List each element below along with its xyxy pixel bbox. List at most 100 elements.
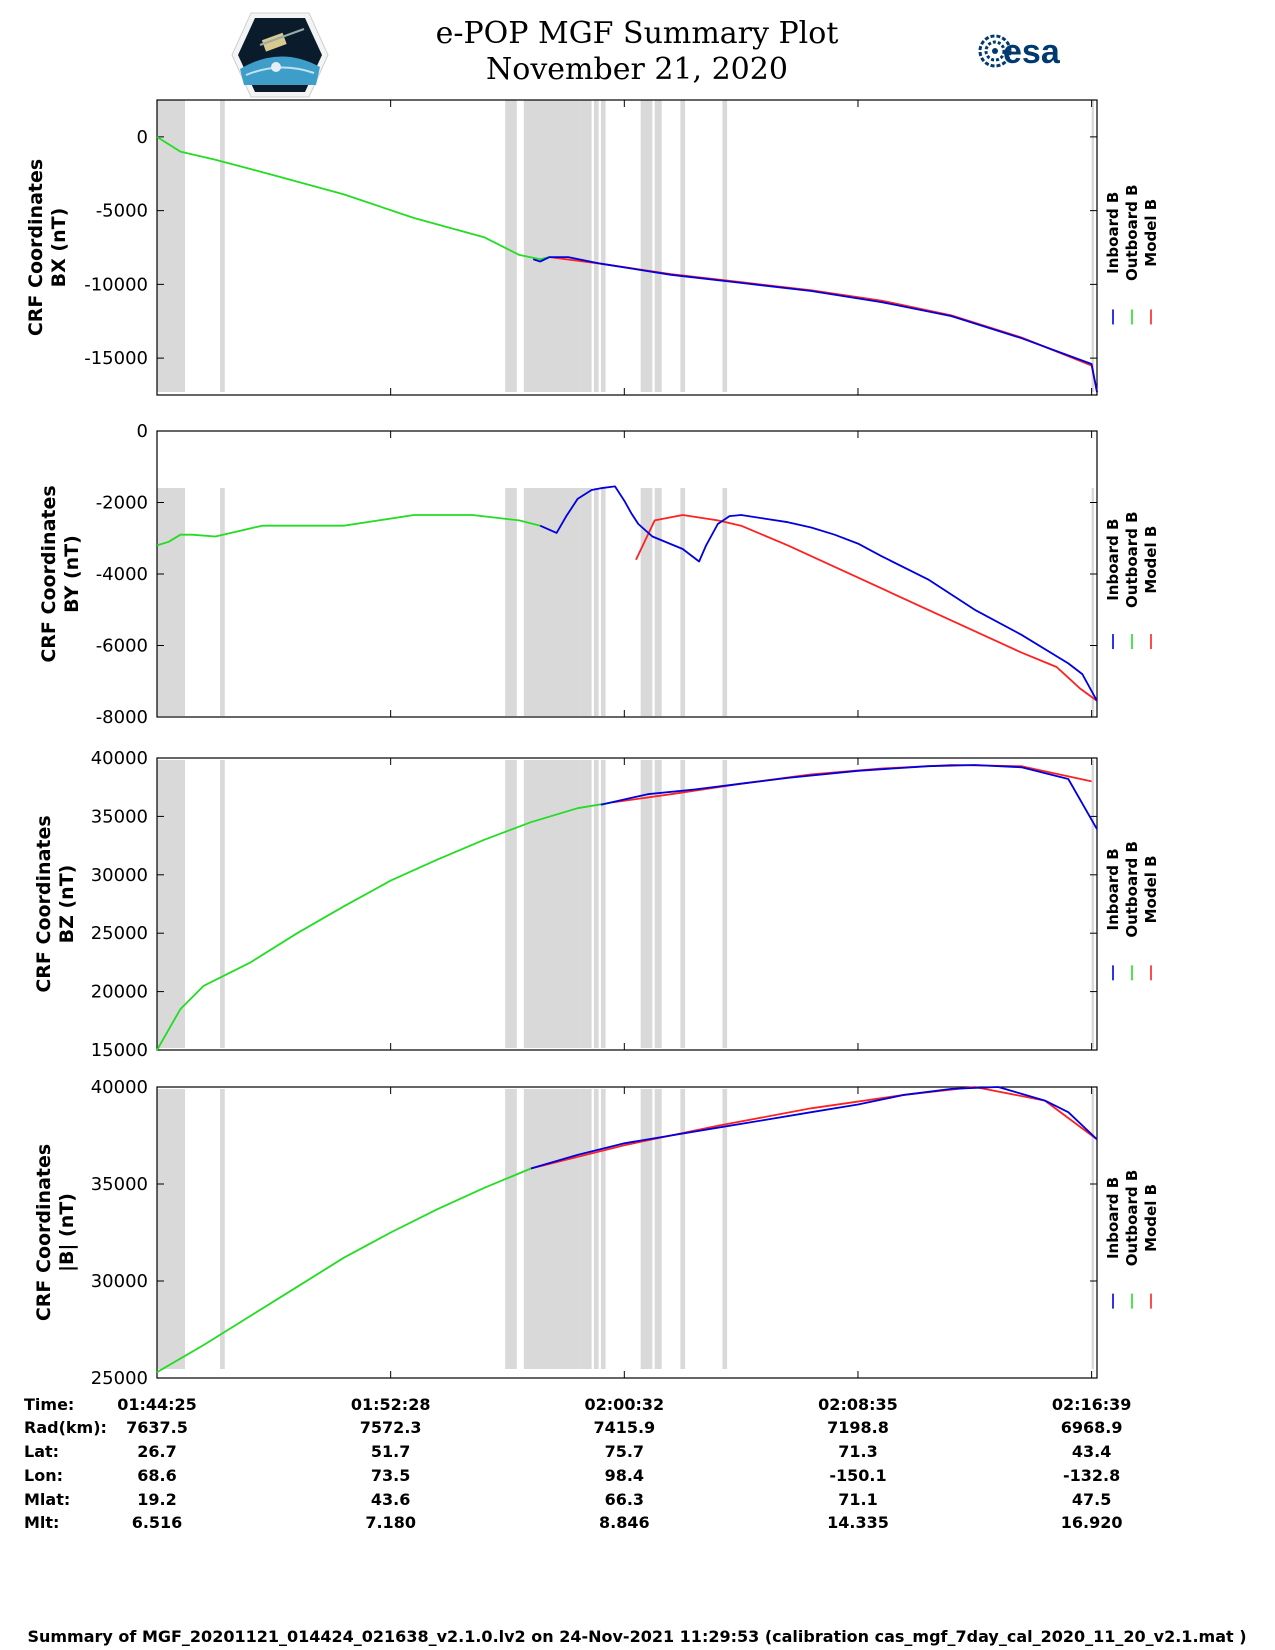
table-cell: 7415.9 [593, 1418, 655, 1437]
table-row-label: Time: [24, 1395, 74, 1414]
table-cell: 01:52:28 [351, 1395, 431, 1414]
data-gap-band [579, 100, 592, 392]
y-axis-label: |B| (nT) [56, 1193, 78, 1272]
plot-frame [156, 430, 1098, 718]
y-tick-label: -2000 [96, 493, 148, 514]
panel-2: 0 -2000 -4000 -6000 -8000 CRF Coordinates BY (… [38, 421, 1160, 728]
data-gap-band [220, 100, 225, 392]
data-gap-band [1091, 760, 1094, 1048]
data-gap-band [654, 1089, 662, 1369]
table-cell: 43.6 [371, 1490, 410, 1509]
legend-label: Outboard B [1123, 1170, 1141, 1267]
data-gap-band [523, 100, 557, 392]
data-gap-band [220, 488, 225, 716]
data-gap-band [505, 100, 517, 392]
table-cell: 01:44:25 [117, 1395, 197, 1414]
data-gap-band [505, 1089, 517, 1369]
table-cell: 66.3 [605, 1490, 644, 1509]
y-axis-label: CRF Coordinates [38, 485, 60, 662]
y-tick-label: 25000 [91, 1368, 148, 1389]
data-gap-band [600, 488, 606, 716]
y-tick-label: 40000 [91, 748, 148, 769]
series-outboard-b [156, 136, 550, 261]
table-cell: 7572.3 [360, 1418, 422, 1437]
y-tick-label: 35000 [91, 1174, 148, 1195]
legend-label: Model B [1142, 199, 1160, 267]
table-cell: 26.7 [137, 1442, 176, 1461]
series-model-b [549, 256, 1098, 393]
table-cell: 51.7 [371, 1442, 410, 1461]
table-cell: -132.8 [1063, 1466, 1120, 1485]
data-gap-band [593, 760, 599, 1048]
data-gap-band [654, 760, 662, 1048]
data-gap-band [600, 1089, 606, 1369]
data-gap-band [523, 1089, 557, 1369]
data-gap-band [220, 1089, 225, 1369]
data-gap-band [600, 100, 606, 392]
data-gap-band [680, 100, 686, 392]
series-outboard-b [156, 801, 613, 1051]
data-gap-band [505, 760, 517, 1048]
table-cell: 47.5 [1072, 1490, 1111, 1509]
data-gap-band [722, 100, 728, 392]
table-cell: 8.846 [599, 1513, 650, 1532]
table-cell: 7637.5 [126, 1418, 188, 1437]
table-row-label: Rad(km): [24, 1418, 107, 1437]
y-tick-label: -8000 [96, 707, 148, 728]
legend-label: Inboard B [1104, 1177, 1122, 1259]
legend: Inboard B Outboard B Model B [1104, 184, 1160, 325]
data-gap-band [593, 100, 599, 392]
panel-4: 40000 35000 30000 25000 CRF Coordinates |B| (… [33, 1077, 1160, 1389]
y-tick-label: 30000 [91, 865, 148, 886]
series-model-b [530, 1086, 1098, 1170]
series-outboard-b [156, 514, 541, 547]
legend-label: Inboard B [1104, 519, 1122, 601]
legend: Inboard B Outboard B Model B [1104, 1170, 1160, 1309]
data-gap-band [1091, 1089, 1094, 1369]
legend-label: Outboard B [1123, 511, 1141, 608]
data-gap-band [722, 488, 728, 716]
data-gap-band [640, 100, 653, 392]
data-gap-band [680, 760, 686, 1048]
panel-3: 40000 35000 30000 25000 20000 15000 CRF Coordi… [33, 748, 1160, 1061]
plot-date: November 21, 2020 [486, 52, 788, 87]
y-tick-label: -15000 [84, 348, 148, 369]
data-gap-band [640, 488, 653, 716]
mission-logo [231, 12, 329, 98]
y-tick-label: -10000 [84, 274, 148, 295]
y-tick-label: -6000 [96, 636, 148, 657]
data-gap-band [654, 488, 662, 716]
table-cell: 98.4 [605, 1466, 644, 1485]
data-gap-band [593, 1089, 599, 1369]
legend: Inboard B Outboard B Model B [1104, 841, 1160, 981]
table-row-label: Lat: [24, 1442, 59, 1461]
series-outboard-b [156, 1167, 532, 1373]
data-gap-band [157, 100, 186, 392]
y-tick-label: 35000 [91, 806, 148, 827]
table-cell: -150.1 [829, 1466, 886, 1485]
data-gap-band [579, 1089, 592, 1369]
data-gap-band [579, 488, 592, 716]
data-gap-band [556, 488, 580, 716]
data-gap-band [523, 760, 557, 1048]
y-tick-label: -4000 [96, 564, 148, 585]
table-row-label: Mlt: [24, 1513, 59, 1532]
series-model-b [635, 514, 1098, 702]
legend-label: Model B [1142, 1184, 1160, 1252]
series-inboard-b [530, 1086, 1098, 1170]
table-cell: 6.516 [132, 1513, 183, 1532]
table-cell: 02:16:39 [1052, 1395, 1132, 1414]
data-gap-band [600, 760, 606, 1048]
data-gap-band [1091, 100, 1094, 392]
data-gap-band [556, 760, 580, 1048]
plot-frame [156, 757, 1098, 1051]
y-axis-label: BZ (nT) [56, 865, 78, 944]
orbit-info-table: Time: Rad(km): Lat: Lon: Mlat: Mlt: 01:44:25 76… [24, 1395, 1131, 1532]
data-gap-band [593, 488, 599, 716]
table-row-label: Mlat: [24, 1490, 70, 1509]
legend-label: Inboard B [1104, 192, 1122, 274]
table-cell: 19.2 [137, 1490, 176, 1509]
series-inboard-b [539, 485, 1098, 702]
table-cell: 75.7 [605, 1442, 644, 1461]
